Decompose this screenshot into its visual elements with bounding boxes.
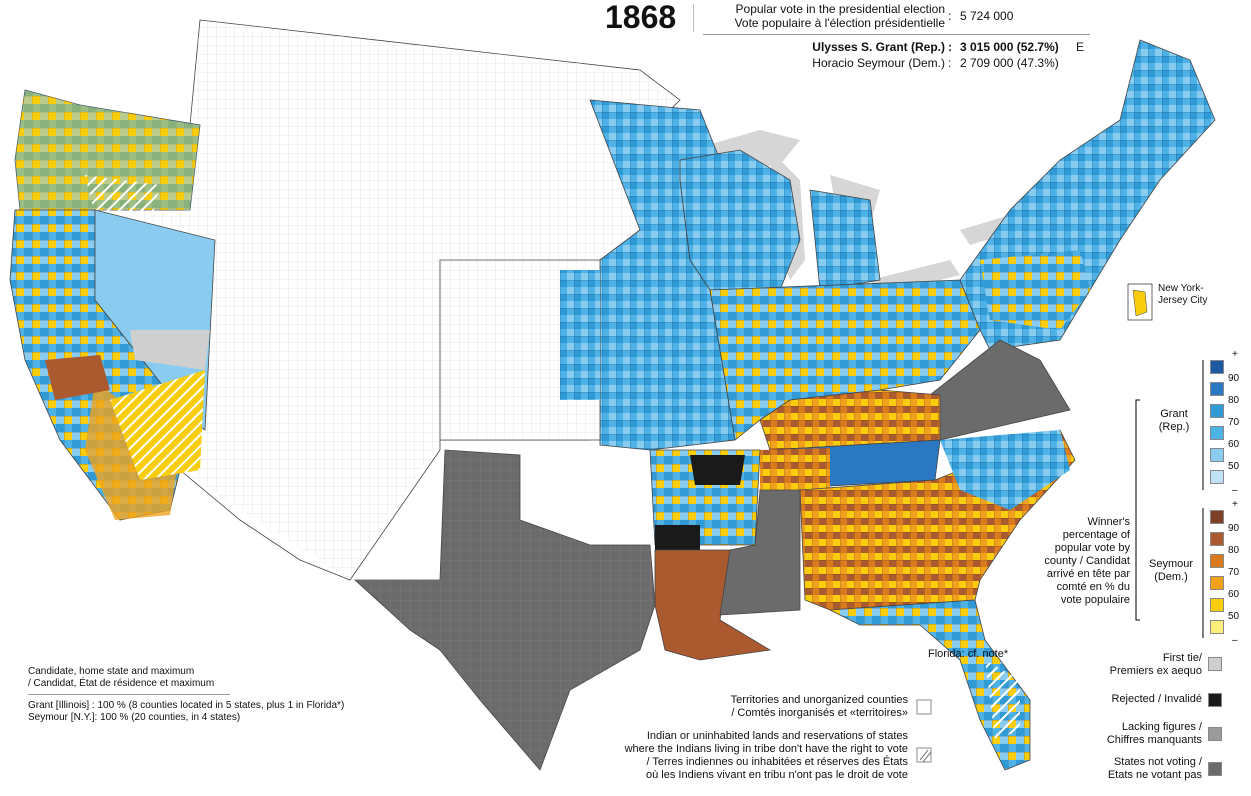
notes-title: Candidate, home state and maximum / Cand…	[28, 666, 215, 689]
first-tie-swatch	[1208, 657, 1222, 671]
popular-vote-colon: :	[948, 9, 952, 23]
florida-note: Florida: cf. note*	[928, 648, 1009, 660]
seymour-votes: 2 709 000 (47.3%)	[960, 56, 1059, 70]
seymour-swatch-50	[1210, 620, 1224, 634]
popular-vote-title-en: Popular vote in the presidential electio…	[735, 2, 945, 16]
seymour-scale-label: Seymour (Dem.)	[1148, 558, 1194, 583]
notes-grant: Grant [Illinois] : 100 % (8 counties loc…	[28, 700, 345, 711]
grant-scale-plus: +	[1232, 349, 1238, 360]
rejected-swatch	[1208, 693, 1222, 707]
grant-winner-mark: E	[1076, 40, 1085, 54]
popular-vote-total: 5 724 000	[960, 9, 1014, 23]
california-brown	[45, 355, 110, 400]
nevada-lacking	[130, 330, 210, 370]
not-voting-swatch	[1208, 762, 1222, 776]
nyc-inset-box	[1127, 283, 1153, 321]
grant-swatch-60	[1210, 448, 1224, 462]
seymour-swatch-60	[1210, 598, 1224, 612]
header-divider	[693, 4, 694, 32]
state-florida	[828, 599, 1031, 771]
not-voting-label: States not voting / Etats ne votant pas	[1107, 756, 1202, 781]
grant-scale-label: Grant (Rep.)	[1158, 408, 1190, 433]
grant-scale-minus: –	[1232, 485, 1238, 496]
indian-lands-label: Indian or uninhabited lands and reservat…	[624, 730, 908, 781]
seymour-swatch-70	[1210, 576, 1224, 590]
grant-swatch-70	[1210, 426, 1224, 440]
arkansas-rejected-2	[655, 525, 700, 550]
grant-swatch-90	[1210, 382, 1224, 396]
arkansas-rejected	[690, 455, 745, 485]
election-year: 1868	[605, 0, 677, 35]
seymour-tick-50: 50	[1228, 611, 1240, 622]
kansas-east	[560, 270, 600, 400]
seymour-tick-60: 60	[1228, 589, 1240, 600]
seymour-name: Horacio Seymour (Dem.)	[812, 56, 945, 70]
grant-swatch-90plus	[1210, 360, 1224, 374]
unorganized-swatch	[916, 699, 932, 715]
seymour-tick-90: 90	[1228, 523, 1240, 534]
seymour-scale-minus: –	[1232, 635, 1238, 646]
seymour-tick-70: 70	[1228, 567, 1240, 578]
grant-tick-80: 80	[1228, 395, 1240, 406]
grant-swatch-50	[1210, 470, 1224, 484]
popular-vote-title-fr: Vote populaire à l'élection présidentiel…	[734, 16, 945, 30]
grant-votes: 3 015 000 (52.7%)	[960, 40, 1059, 54]
notes-seymour: Seymour [N.Y.]: 100 % (20 counties, in 4…	[28, 712, 241, 723]
michigan-lower	[809, 189, 881, 291]
seymour-swatch-90	[1210, 532, 1224, 546]
seymour-colon: :	[948, 56, 952, 70]
texas-counties	[355, 450, 655, 770]
unorganized-label: Territories and unorganized counties / C…	[730, 694, 908, 719]
grant-name: Ulysses S. Grant (Rep.)	[812, 40, 945, 54]
florida-hatch	[985, 660, 1020, 740]
nyc-inset-map	[1132, 289, 1148, 317]
lacking-label: Lacking figures / Chiffres manquants	[1106, 721, 1202, 746]
grant-tick-60: 60	[1228, 439, 1240, 450]
seymour-tick-80: 80	[1228, 545, 1240, 556]
oregon-counties	[15, 90, 200, 210]
tennessee-west	[760, 448, 830, 490]
rejected-label: Rejected / Invalidé	[1111, 693, 1203, 705]
notes-rule	[28, 694, 230, 695]
seymour-scale-plus: +	[1232, 499, 1238, 510]
grant-swatch-80	[1210, 404, 1224, 418]
caption-bracket	[1135, 399, 1140, 621]
seymour-swatch-90plus	[1210, 510, 1224, 524]
seymour-swatch-80	[1210, 554, 1224, 568]
first-tie-label: First tie/ Premiers ex aequo	[1109, 652, 1202, 677]
grant-colon: :	[948, 40, 952, 54]
header-rule	[703, 34, 1090, 35]
scale-caption: Winner's percentage of popular vote by c…	[1044, 516, 1130, 606]
new-york-mix	[980, 250, 1090, 330]
nyc-inset-label: New York- Jersey City	[1158, 283, 1208, 306]
grant-tick-90: 90	[1228, 373, 1240, 384]
grant-tick-70: 70	[1228, 417, 1240, 428]
grant-tick-50: 50	[1228, 461, 1240, 472]
lacking-swatch	[1208, 727, 1222, 741]
carolinas-blue	[940, 430, 1070, 510]
nevada-south-hatch	[110, 370, 205, 480]
